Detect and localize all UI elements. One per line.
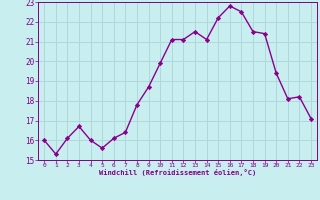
X-axis label: Windchill (Refroidissement éolien,°C): Windchill (Refroidissement éolien,°C) [99,169,256,176]
